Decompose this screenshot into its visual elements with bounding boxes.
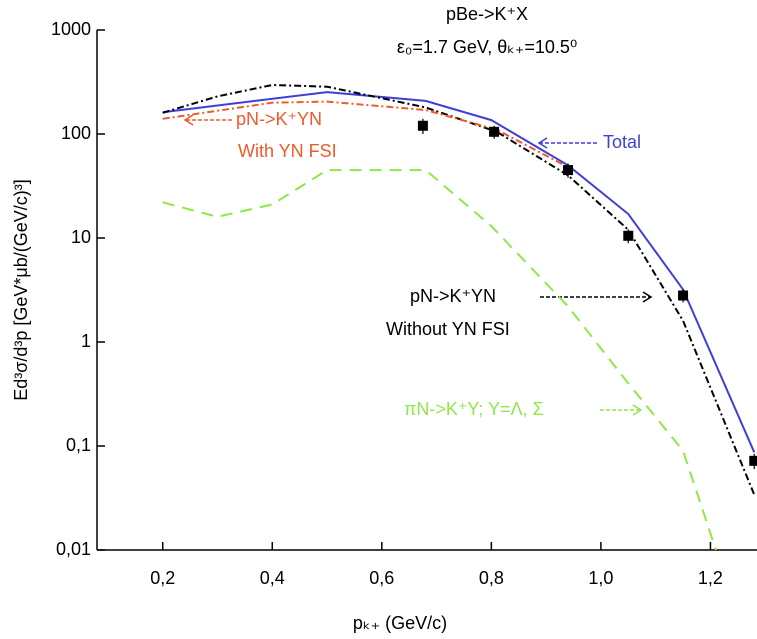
x-tick-label: 0,4	[260, 568, 285, 588]
y-tick-label: 1	[81, 331, 91, 351]
data-point	[678, 290, 689, 301]
annotation: Without YN FSI	[386, 319, 510, 339]
annotation: Total	[603, 132, 641, 152]
data-point	[417, 120, 428, 131]
data-point	[563, 165, 574, 176]
arrow-head	[183, 114, 194, 126]
x-tick-label: 1,2	[698, 568, 723, 588]
arrows	[183, 114, 653, 416]
y-tick-label: 1000	[51, 19, 91, 39]
annotation: With YN FSI	[238, 141, 337, 161]
annotation: pN->K⁺YN	[236, 109, 322, 129]
x-tick-label: 0,8	[479, 568, 504, 588]
y-axis-label: Ed³σ/d³p [GeV*μb/(GeV/c)³]	[11, 179, 31, 401]
arrow-head	[537, 137, 548, 149]
chart-title: pBe->K⁺X	[446, 4, 528, 24]
data-point	[623, 230, 634, 241]
arrow-head	[632, 404, 643, 416]
chart-subtitle: ε₀=1.7 GeV, θₖ₊=10.5⁰	[397, 37, 577, 57]
y-tick-label: 100	[61, 123, 91, 143]
x-tick-label: 0,2	[150, 568, 175, 588]
y-tick-label: 0,1	[66, 435, 91, 455]
arrow-head	[642, 291, 653, 303]
series-line	[162, 100, 569, 169]
annotation: pN->K⁺YN	[410, 286, 496, 306]
y-tick-label: 10	[71, 227, 91, 247]
data-point	[749, 455, 757, 466]
data-point	[489, 126, 500, 137]
x-tick-label: 1,0	[588, 568, 613, 588]
x-tick-label: 0,6	[369, 568, 394, 588]
x-axis-label: pₖ₊ (GeV/c)	[353, 613, 447, 633]
annotation: πN->K⁺Y; Y=Λ, Σ	[404, 399, 544, 419]
series-line	[162, 91, 756, 453]
series-line	[162, 169, 717, 551]
y-tick-label: 0,01	[56, 539, 91, 559]
